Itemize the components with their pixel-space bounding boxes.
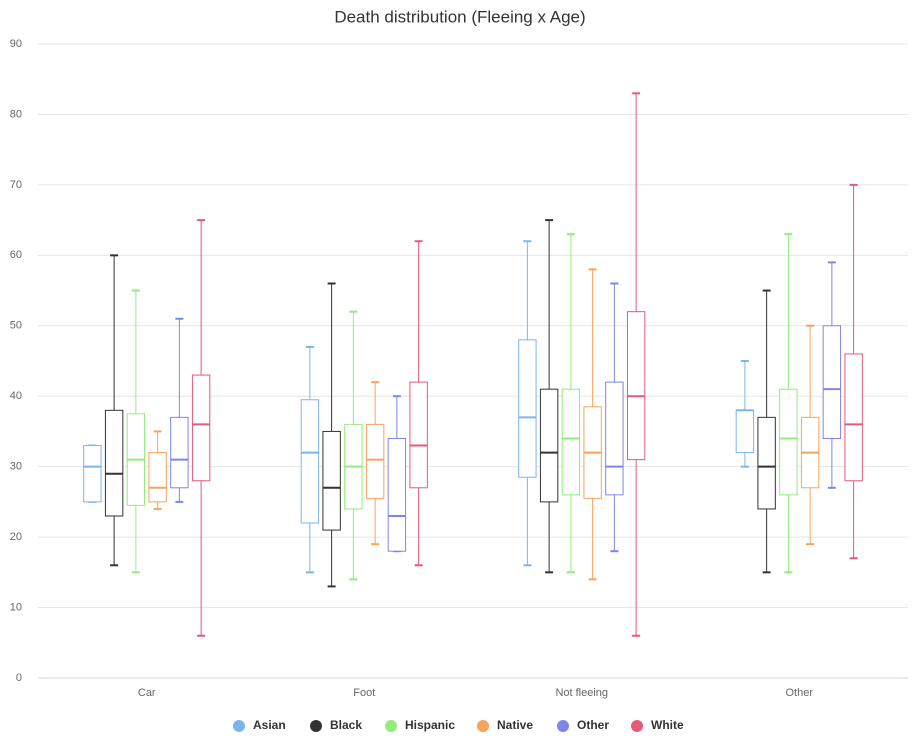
box — [626, 311, 646, 461]
y-tick-label: 90 — [10, 38, 22, 50]
legend-marker — [557, 720, 569, 732]
x-tick-label: Other — [785, 687, 813, 699]
box — [148, 452, 167, 503]
box — [518, 339, 537, 478]
legend-marker — [477, 720, 489, 732]
x-tick-label: Not fleeing — [555, 687, 608, 699]
legend-label: Other — [577, 718, 609, 732]
y-tick-label: 30 — [10, 461, 22, 473]
x-tick-label: Car — [138, 687, 156, 699]
box — [735, 409, 755, 454]
y-tick-label: 0 — [16, 672, 22, 684]
box — [300, 399, 320, 524]
box — [387, 437, 407, 552]
box — [83, 445, 102, 503]
box — [844, 353, 863, 482]
legend-label: Asian — [253, 718, 286, 732]
y-tick-label: 50 — [10, 320, 22, 332]
legend-label: Hispanic — [405, 718, 455, 732]
legend-marker — [385, 720, 397, 732]
legend-marker — [233, 720, 245, 732]
box — [170, 416, 189, 489]
box — [365, 423, 385, 499]
x-tick-label: Foot — [353, 687, 375, 699]
legend-label: Native — [497, 718, 533, 732]
box — [561, 388, 581, 496]
legend-label: White — [651, 718, 684, 732]
y-tick-label: 60 — [10, 249, 22, 261]
box — [605, 381, 624, 496]
y-tick-label: 80 — [10, 108, 22, 120]
legend-marker — [310, 720, 322, 732]
box — [757, 416, 776, 510]
box — [104, 409, 124, 517]
legend-label: Black — [330, 718, 362, 732]
chart-title: Death distribution (Fleeing x Age) — [334, 7, 585, 26]
legend-marker — [631, 720, 643, 732]
y-tick-label: 20 — [10, 531, 22, 543]
box — [779, 388, 798, 496]
y-tick-label: 10 — [10, 601, 22, 613]
box — [191, 374, 211, 482]
box — [539, 388, 559, 503]
box — [409, 381, 428, 489]
y-tick-label: 40 — [10, 390, 22, 402]
box — [322, 430, 341, 531]
y-tick-label: 70 — [10, 179, 22, 191]
box — [822, 325, 842, 439]
